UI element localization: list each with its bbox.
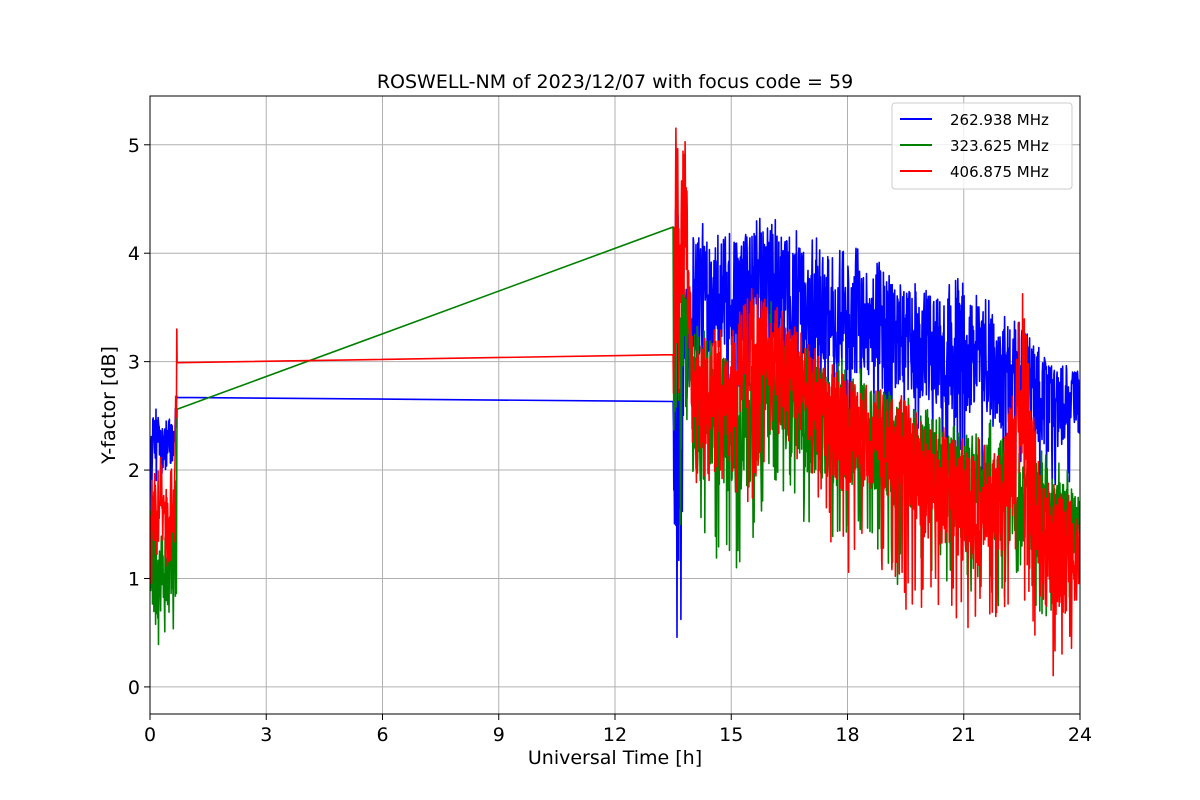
series-layer: [150, 127, 1080, 677]
x-tick-label: 15: [719, 724, 743, 746]
y-tick-label: 5: [128, 135, 140, 157]
x-tick-label: 0: [144, 724, 156, 746]
x-tick-label: 3: [260, 724, 272, 746]
y-tick-label: 4: [128, 243, 140, 265]
chart-title: ROSWELL-NM of 2023/12/07 with focus code…: [377, 71, 853, 93]
legend-entry-label: 323.625 MHz: [950, 137, 1049, 155]
legend: 262.938 MHz 323.625 MHz 406.875 MHz: [891, 102, 1073, 190]
x-tick-label: 24: [1068, 724, 1092, 746]
x-tick-label: 18: [835, 724, 859, 746]
y-tick-label: 3: [128, 352, 140, 374]
x-tick-label: 21: [952, 724, 976, 746]
series-line-0: [150, 209, 1080, 638]
x-tick-label: 9: [493, 724, 505, 746]
y-tick-label: 1: [128, 568, 140, 590]
series-line-2: [150, 127, 1080, 677]
legend-entry-label: 262.938 MHz: [950, 111, 1049, 129]
legend-box: [891, 102, 1073, 190]
legend-entry-label: 406.875 MHz: [950, 163, 1049, 181]
y-axis-label: Y-factor [dB]: [98, 346, 120, 465]
x-tick-label: 6: [376, 724, 388, 746]
y-tick-label: 0: [128, 677, 140, 699]
x-tick-label: 12: [603, 724, 627, 746]
x-axis-label: Universal Time [h]: [528, 747, 702, 769]
y-tick-label: 2: [128, 460, 140, 482]
